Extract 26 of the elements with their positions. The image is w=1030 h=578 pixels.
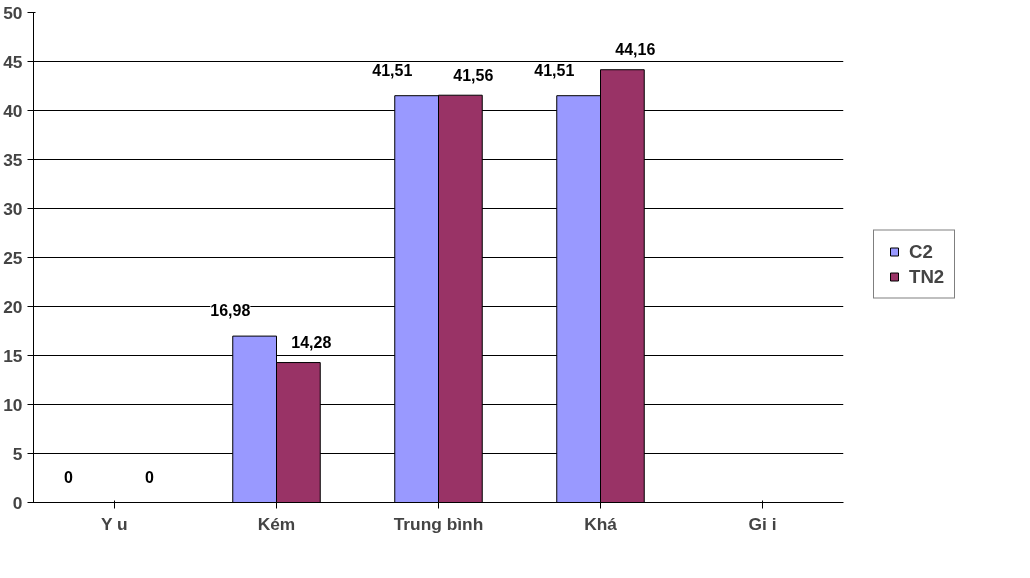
- data-label: 41,51: [534, 62, 575, 80]
- y-tick-label: 40: [3, 100, 23, 121]
- data-label: 44,16: [615, 41, 656, 59]
- x-tick-label: Gi i: [748, 513, 777, 534]
- x-tick-label: Kém: [257, 513, 296, 534]
- y-tick-label: 35: [3, 149, 23, 170]
- legend-label: TN2: [909, 265, 945, 288]
- x-tick-label: Trung bình: [393, 513, 484, 534]
- y-tick-label: 20: [3, 296, 23, 317]
- y-tick-label: 5: [12, 443, 23, 464]
- data-label: 16,98: [210, 302, 251, 320]
- x-tick-label: Khá: [584, 513, 618, 534]
- y-tick-label: 15: [3, 345, 23, 366]
- data-label: 14,28: [291, 333, 332, 351]
- y-tick-label: 50: [3, 2, 23, 23]
- y-tick-label: 10: [3, 394, 23, 415]
- data-label: 41,51: [372, 62, 413, 80]
- x-tick-label: Y u: [101, 513, 128, 534]
- data-label: 0: [63, 468, 73, 486]
- y-tick-label: 25: [3, 247, 23, 268]
- data-label: 41,56: [453, 66, 494, 84]
- y-tick-label: 30: [3, 198, 23, 219]
- y-tick-label: 45: [3, 51, 23, 72]
- y-tick-label: 0: [12, 492, 23, 513]
- data-label: 0: [144, 468, 154, 486]
- legend-label: C2: [909, 240, 933, 263]
